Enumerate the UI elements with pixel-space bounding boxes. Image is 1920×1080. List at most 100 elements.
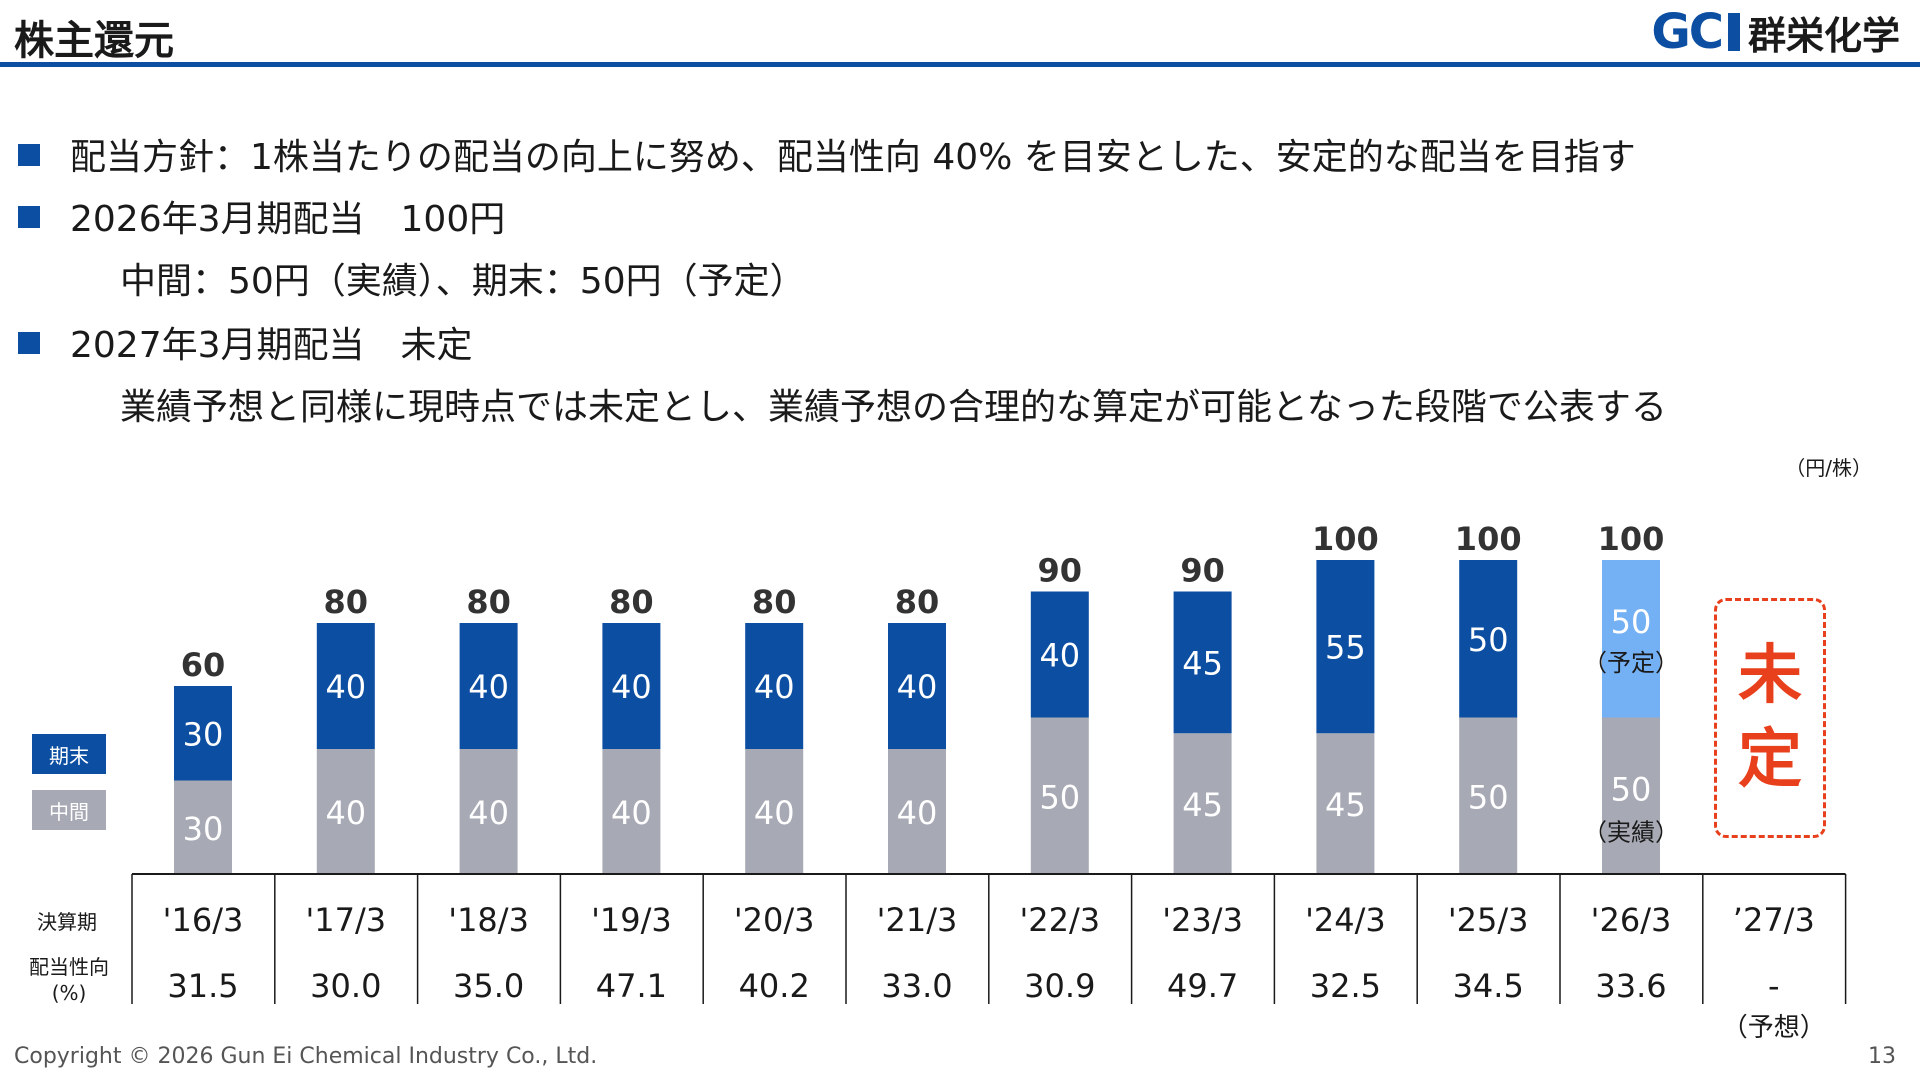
payout-ratio-value: 33.0: [881, 967, 952, 1005]
interim-value-label: 40: [468, 794, 509, 832]
total-value-label: 80: [752, 583, 797, 621]
period-label: '26/3: [1591, 901, 1672, 939]
fy27-undecided-char-2: 定: [1738, 723, 1802, 797]
bar-final: [1030, 591, 1089, 718]
period-label: '20/3: [734, 901, 815, 939]
period-label: '22/3: [1019, 901, 1100, 939]
payout-ratio-value: 33.6: [1595, 967, 1666, 1005]
total-value-label: 80: [466, 583, 511, 621]
period-label: '17/3: [305, 901, 386, 939]
bar-interim: [1602, 717, 1660, 875]
dividend-chart: 30 30 60 '16/3 31.5 40 40 80 '17/3 30.0 40 40 80 '18/…: [131, 520, 1847, 1040]
payout-ratio-value: 30.9: [1024, 967, 1095, 1005]
interim-value-label: 45: [1182, 786, 1223, 824]
period-label: '19/3: [591, 901, 672, 939]
fy27-undecided-char-1: 未: [1738, 639, 1802, 713]
interim-value-label: 40: [611, 794, 652, 832]
bullet-fy2027-detail: 業績予想と同様に現時点では未定とし、業績予想の合理的な算定が可能となった段階で公…: [120, 387, 1667, 428]
legend-final: 期末: [32, 734, 106, 774]
final-value-label: 55: [1325, 629, 1366, 667]
payout-ratio-value: 35.0: [453, 967, 524, 1005]
interim-value-label: 30: [183, 810, 224, 848]
interim-value-label: 50: [1039, 778, 1080, 816]
total-value-label: 80: [895, 583, 940, 621]
fy26-final-note: （予定）: [1583, 649, 1679, 677]
total-value-label: 100: [1312, 520, 1379, 558]
payout-ratio-value: 32.5: [1310, 967, 1381, 1005]
payout-ratio-value: 49.7: [1167, 967, 1238, 1005]
bar-interim: [316, 749, 375, 875]
bullet-fy2027-text: 2027年3月期配当 未定: [70, 325, 473, 366]
bullet-fy2026-text: 2026年3月期配当 100円: [70, 199, 506, 240]
footer-copyright: Copyright © 2026 Gun Ei Chemical Industr…: [14, 1044, 598, 1069]
bullet-policy: 配当方針：1株当たりの配当の向上に努め、配当性向 40% を目安とした、安定的な…: [18, 128, 1636, 180]
payout-ratio-value: 40.2: [739, 967, 810, 1005]
bar-interim: [459, 749, 518, 875]
final-value-label: 30: [183, 715, 224, 753]
bar-final: [888, 623, 946, 749]
bar-final: [1316, 560, 1375, 734]
final-value-label: 40: [325, 668, 366, 706]
bar-interim: [602, 749, 661, 875]
total-value-label: 90: [1038, 552, 1083, 590]
total-value-label: 80: [609, 583, 654, 621]
bar-final: [459, 623, 518, 749]
bar-final: [174, 686, 232, 781]
period-label: '25/3: [1448, 901, 1529, 939]
bullet-fy2026: 2026年3月期配当 100円: [18, 190, 505, 242]
bar-final: [1459, 560, 1518, 718]
interim-value-label: 45: [1325, 786, 1366, 824]
final-value-label: 50: [1611, 603, 1652, 641]
total-value-label: 90: [1180, 552, 1225, 590]
payout-ratio-value: 31.5: [167, 967, 238, 1005]
final-value-label: 40: [468, 668, 509, 706]
payout-ratio-value: 30.0: [310, 967, 381, 1005]
final-value-label: 40: [611, 668, 652, 706]
bullet-square-icon: [18, 144, 40, 166]
period-label: '18/3: [448, 901, 529, 939]
bar-interim: [1173, 733, 1232, 875]
final-value-label: 40: [897, 668, 938, 706]
period-row-label: 決算期: [37, 910, 97, 934]
bar-interim: [1459, 717, 1518, 875]
bar-final: [745, 623, 804, 749]
fy26-interim-note: （実績）: [1583, 818, 1679, 846]
period-label: ’27/3: [1733, 901, 1815, 939]
total-value-label: 100: [1598, 520, 1665, 558]
fy27-payout-note: （予想）: [1722, 1013, 1826, 1040]
logo-bar: [1727, 13, 1740, 51]
payout-ratio-value: -: [1768, 967, 1780, 1005]
bar-final: [316, 623, 375, 749]
total-value-label: 80: [324, 583, 369, 621]
bullet-fy2026-detail: 中間：50円（実績）、期末：50円（予定）: [120, 261, 806, 302]
interim-value-label: 50: [1611, 770, 1652, 808]
interim-value-label: 40: [325, 794, 366, 832]
legend-interim: 中間: [32, 790, 106, 830]
interim-value-label: 50: [1468, 778, 1509, 816]
page-number: 13: [1868, 1044, 1896, 1069]
bar-final: [602, 623, 661, 749]
final-value-label: 40: [1039, 637, 1080, 675]
header-rule: [0, 62, 1920, 67]
chart-unit: （円/株）: [1785, 456, 1872, 480]
period-label: '24/3: [1305, 901, 1386, 939]
bar-interim: [745, 749, 804, 875]
period-label: '23/3: [1162, 901, 1243, 939]
payout-ratio-value: 34.5: [1453, 967, 1524, 1005]
payout-ratio-value: 47.1: [596, 967, 667, 1005]
interim-value-label: 40: [754, 794, 795, 832]
total-value-label: 100: [1455, 520, 1522, 558]
logo-name: 群栄化学: [1747, 13, 1900, 58]
company-logo: GC 群栄化学: [1651, 4, 1900, 60]
bar-interim: [1030, 717, 1089, 875]
final-value-label: 50: [1468, 621, 1509, 659]
bar-interim: [888, 749, 946, 875]
total-value-label: 60: [181, 646, 226, 684]
bar-interim: [174, 780, 232, 875]
bullet-fy2027: 2027年3月期配当 未定: [18, 316, 473, 368]
bar-final: [1173, 591, 1232, 734]
bar-interim: [1316, 733, 1375, 875]
bullet-policy-text: 配当方針：1株当たりの配当の向上に努め、配当性向 40% を目安とした、安定的な…: [70, 137, 1636, 178]
interim-value-label: 40: [897, 794, 938, 832]
fy27-undecided-box: 未 定: [1714, 598, 1826, 838]
